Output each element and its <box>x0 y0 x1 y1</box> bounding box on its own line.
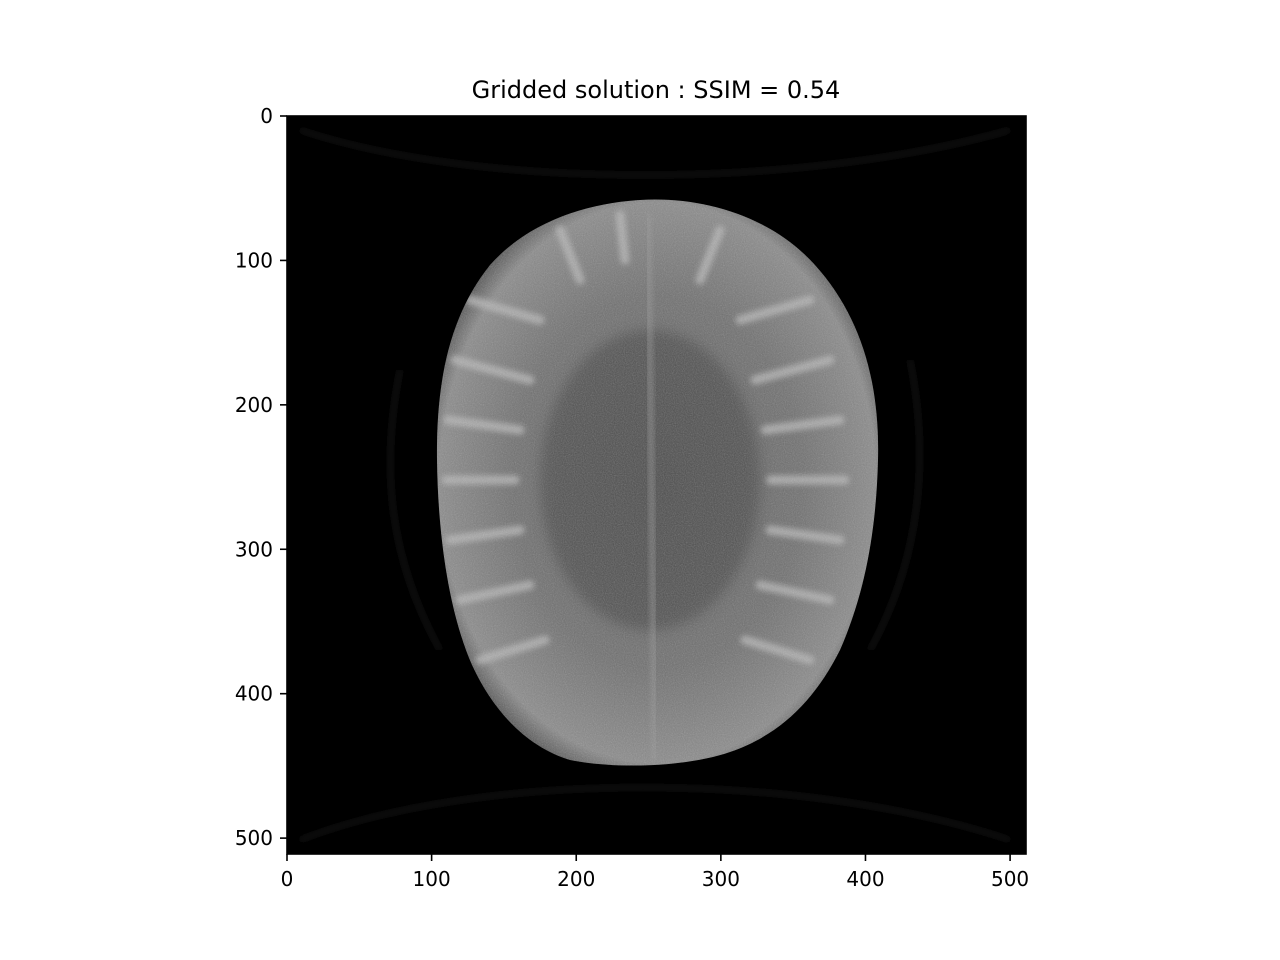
axes-frame <box>286 115 1027 855</box>
y-tick-label: 100 <box>235 248 273 272</box>
x-tick-label: 300 <box>702 867 740 891</box>
x-tick-label: 200 <box>557 867 595 891</box>
y-tick-label: 200 <box>235 393 273 417</box>
axes: 0 100 200 300 400 500 0 100 200 300 400 500 <box>235 104 1029 891</box>
x-tick-label: 500 <box>991 867 1029 891</box>
x-tick-label: 100 <box>413 867 451 891</box>
y-tick-label: 0 <box>260 104 273 128</box>
x-tick-label: 0 <box>281 867 294 891</box>
x-tick-label: 400 <box>846 867 884 891</box>
brain-image <box>436 199 879 766</box>
y-tick-label: 300 <box>235 537 273 561</box>
y-tick-label: 400 <box>235 682 273 706</box>
y-tick-label: 500 <box>235 826 273 850</box>
chart-title: Gridded solution : SSIM = 0.54 <box>472 76 841 104</box>
image-area <box>287 116 1026 854</box>
artifact-arcs <box>299 128 1011 842</box>
